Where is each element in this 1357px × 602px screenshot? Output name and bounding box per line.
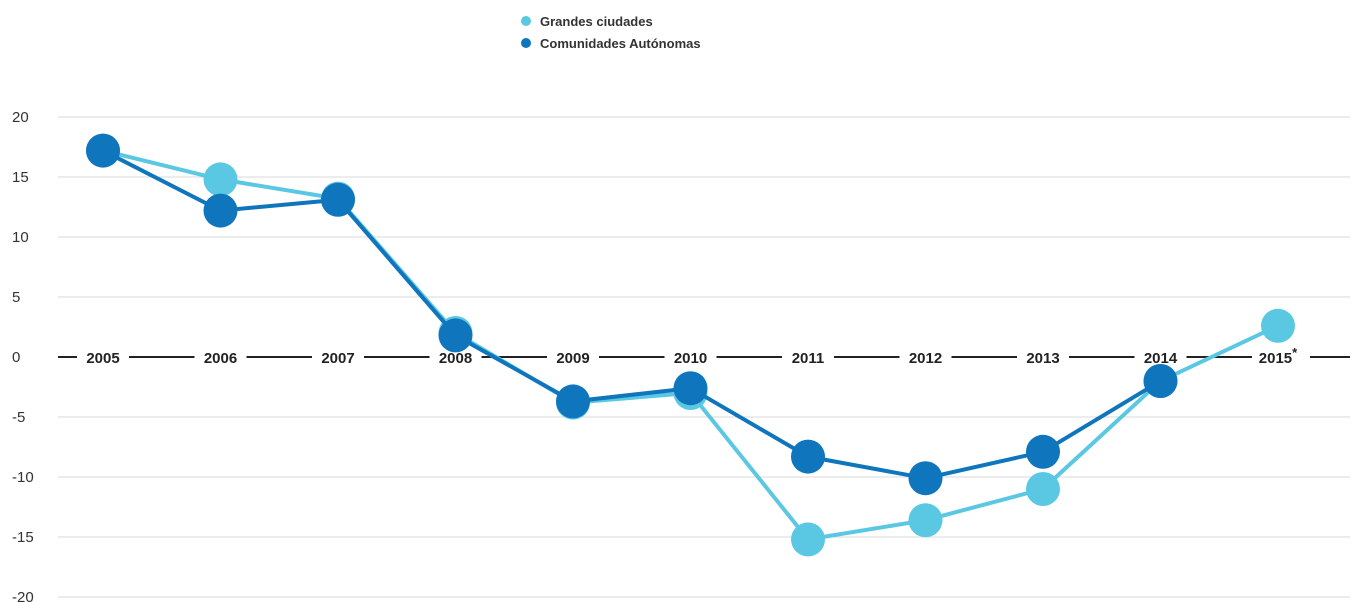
y-tick-label: 10	[12, 229, 29, 246]
legend-marker-grandes-ciudades	[521, 16, 531, 26]
data-point	[791, 440, 825, 474]
legend-label-comunidades-autonomas: Comunidades Autónomas	[540, 36, 701, 51]
data-point	[86, 134, 120, 168]
series-line-segment	[103, 151, 221, 180]
data-point	[556, 384, 590, 418]
data-point	[674, 371, 708, 405]
legend-label-grandes-ciudades: Grandes ciudades	[540, 14, 653, 29]
series-line-segment	[338, 200, 456, 336]
data-point	[791, 522, 825, 556]
y-axis-ticks: 20 15 10 5 0 -5 -10 -15 -20	[12, 109, 34, 602]
series-line-segment	[926, 452, 1044, 478]
x-tick-label: 2007	[321, 350, 354, 367]
y-tick-label: -20	[12, 589, 34, 602]
series-line-segment	[103, 151, 221, 211]
series-line-segment	[691, 393, 809, 539]
x-tick-label: 2011	[792, 350, 825, 367]
x-tick-label: 2008	[439, 350, 472, 367]
series-line-segment	[1043, 381, 1161, 452]
y-tick-label: 5	[12, 289, 20, 306]
data-point	[909, 503, 943, 537]
series-line-segment	[221, 179, 339, 198]
data-point	[909, 461, 943, 495]
y-tick-label: 15	[12, 169, 29, 186]
data-point	[1026, 472, 1060, 506]
series-1	[86, 134, 1178, 496]
y-tick-label: -5	[12, 409, 25, 426]
x-tick-label: 2015*	[1259, 345, 1298, 367]
x-tick-label: 2012	[909, 350, 942, 367]
legend: Grandes ciudades Comunidades Autónomas	[521, 14, 701, 51]
data-point	[1144, 364, 1178, 398]
y-tick-label: 0	[12, 349, 20, 366]
data-point	[321, 183, 355, 217]
x-tick-label: 2005	[86, 350, 119, 367]
series-layer	[86, 134, 1295, 557]
data-point	[204, 194, 238, 228]
series-0	[86, 134, 1295, 557]
y-tick-label: -10	[12, 469, 34, 486]
y-tick-label: -15	[12, 529, 34, 546]
x-tick-label: 2013	[1026, 350, 1059, 367]
series-line-segment	[456, 335, 574, 401]
data-point	[439, 318, 473, 352]
series-line-segment	[926, 489, 1044, 520]
x-tick-label: 2009	[556, 350, 589, 367]
data-point	[1026, 435, 1060, 469]
series-line-segment	[808, 457, 926, 479]
x-tick-label: 2010	[674, 350, 707, 367]
legend-marker-comunidades-autonomas	[521, 38, 531, 48]
data-point	[204, 162, 238, 196]
data-point	[1261, 309, 1295, 343]
x-tick-label: 2006	[204, 350, 237, 367]
series-line-segment	[691, 388, 809, 456]
y-tick-label: 20	[12, 109, 29, 126]
series-line-segment	[1043, 381, 1161, 489]
series-line-segment	[221, 200, 339, 211]
